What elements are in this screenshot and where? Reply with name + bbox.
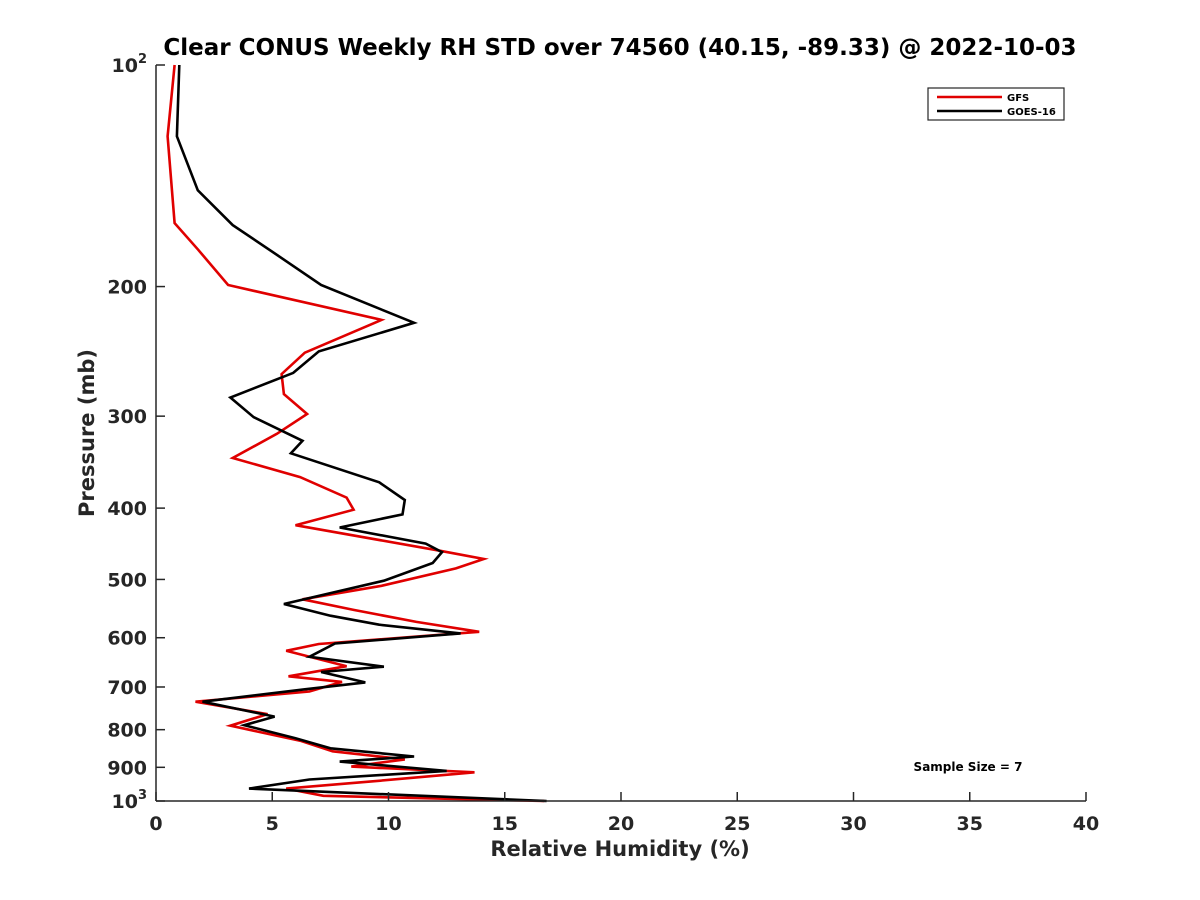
x-tick-label: 5 [266,813,279,835]
x-tick-label: 20 [608,813,634,835]
y-tick-label: 600 [107,628,147,650]
y-tick-label: 400 [107,498,147,520]
axes-layer [155,65,1086,802]
y-tick-label: 103 [112,788,148,813]
y-tick-label: 102 [112,52,148,77]
x-tick-label: 10 [375,813,401,835]
x-tick-label: 35 [957,813,983,835]
series-layer [166,64,547,803]
sample-size-annotation: Sample Size = 7 [914,760,1023,774]
y-axis-label: Pressure (mb) [75,349,99,517]
x-tick-label: 25 [724,813,750,835]
legend: GFS GOES-16 [927,87,1065,121]
y-tick-label: 700 [107,677,147,699]
x-tick-label: 0 [149,813,162,835]
series-line-gfs [166,64,545,803]
legend-label-goes16: GOES-16 [1007,107,1056,118]
x-tick-label: 15 [492,813,518,835]
x-tick-label: 40 [1073,813,1099,835]
legend-label-gfs: GFS [1007,93,1029,104]
y-tick-label: 300 [107,406,147,428]
series-line-goes16 [175,64,547,803]
legend-box [927,87,1065,121]
chart-title: Clear CONUS Weekly RH STD over 74560 (40… [163,35,1076,61]
x-tick-label: 30 [840,813,866,835]
x-ticks: 0 5 10 15 20 25 30 35 40 [149,792,1099,835]
x-axis-label: Relative Humidity (%) [490,837,749,861]
y-tick-label: 900 [107,757,147,779]
y-tick-label: 800 [107,720,147,742]
y-ticks: 102 200 300 400 500 600 700 800 900 103 [107,52,165,813]
y-tick-label: 200 [107,277,147,299]
y-tick-label: 500 [107,569,147,591]
